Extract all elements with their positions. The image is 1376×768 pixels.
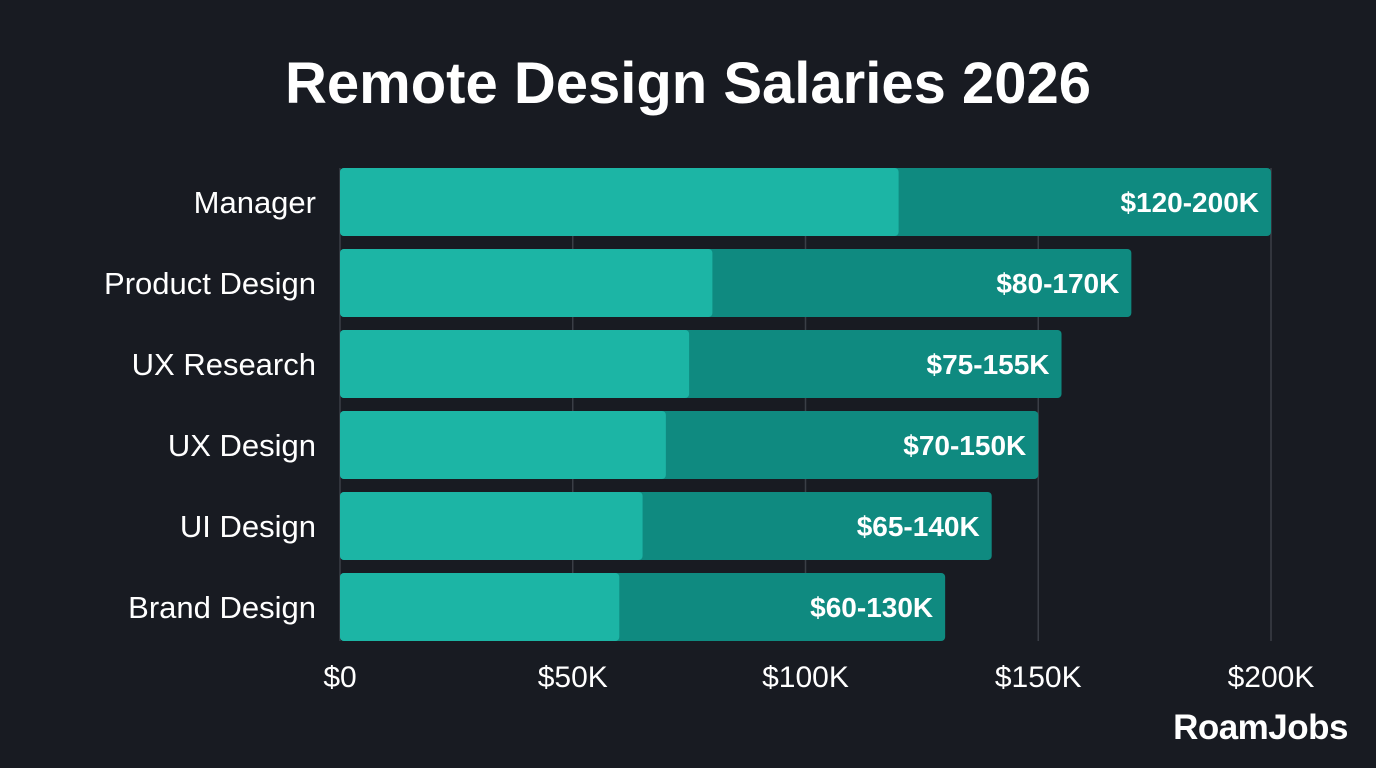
- x-tick-label: $200K: [1228, 661, 1315, 694]
- category-label: Product Design: [104, 266, 316, 301]
- data-label: $80-170K: [996, 268, 1119, 299]
- bar-min-segment: [340, 330, 690, 398]
- category-label: UI Design: [180, 509, 316, 544]
- bar-min-segment: [340, 168, 899, 236]
- data-label: $120-200K: [1120, 187, 1259, 218]
- category-label: UX Design: [168, 428, 316, 463]
- bar-min-segment: [340, 573, 620, 641]
- bar-min-segment: [340, 249, 713, 317]
- data-label: $70-150K: [903, 430, 1026, 461]
- category-label: Manager: [194, 185, 316, 220]
- roamjobs-logo: RoamJobs: [1173, 708, 1348, 747]
- x-tick-label: $0: [323, 661, 356, 694]
- data-label: $65-140K: [857, 511, 980, 542]
- chart-title: Remote Design Salaries 2026: [285, 51, 1091, 116]
- category-label: Brand Design: [128, 590, 316, 625]
- category-label: UX Research: [132, 347, 316, 382]
- x-tick-label: $150K: [995, 661, 1082, 694]
- data-label: $75-155K: [927, 349, 1050, 380]
- bar-min-segment: [340, 492, 643, 560]
- x-tick-label: $50K: [538, 661, 608, 694]
- x-tick-label: $100K: [762, 661, 849, 694]
- data-label: $60-130K: [810, 592, 933, 623]
- bar-min-segment: [340, 411, 666, 479]
